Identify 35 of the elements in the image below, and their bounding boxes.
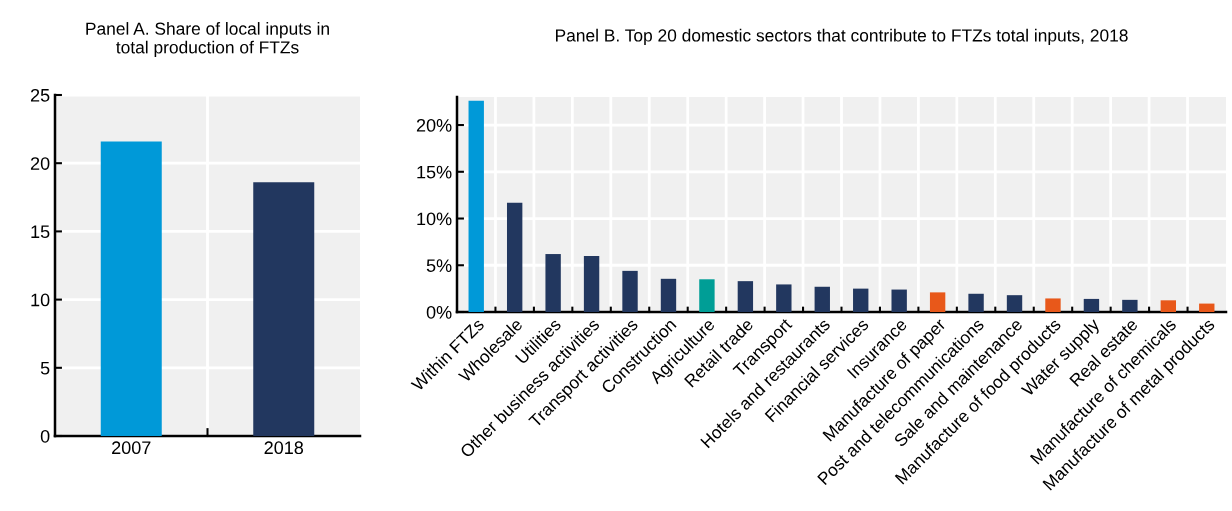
y-tick-label: 15 bbox=[31, 225, 50, 239]
y-tick-label: 25 bbox=[30, 88, 50, 102]
y-tick-label: 5% bbox=[426, 259, 452, 272]
bar bbox=[622, 270, 638, 312]
y-tick-label: 20 bbox=[30, 157, 50, 170]
y-tick-label: 10% bbox=[417, 212, 452, 226]
bar bbox=[968, 293, 984, 312]
bar bbox=[1083, 298, 1100, 312]
chart-title: Panel A. Share of local inputs in total production of FTZs bbox=[86, 22, 329, 57]
y-tick-label: 10 bbox=[31, 293, 50, 307]
bar bbox=[583, 255, 600, 312]
bar bbox=[660, 278, 677, 312]
bar bbox=[1045, 298, 1061, 312]
chart-title: Panel B. Top 20 domestic sectors that contribute to FTZs total inputs, 2018 bbox=[556, 28, 1128, 46]
bar bbox=[853, 288, 869, 312]
bar bbox=[1122, 299, 1138, 312]
x-tick-label: 2007 bbox=[112, 441, 151, 455]
y-tick-label: 5 bbox=[40, 361, 50, 375]
bar bbox=[1199, 303, 1215, 312]
bar bbox=[1160, 300, 1177, 312]
x-tick-label: 2018 bbox=[264, 441, 304, 455]
bar bbox=[737, 281, 754, 312]
bar bbox=[468, 100, 484, 312]
bar bbox=[814, 286, 830, 312]
bar bbox=[1006, 295, 1023, 312]
bar bbox=[891, 289, 907, 312]
y-tick-label: 0 bbox=[40, 429, 50, 443]
y-tick-label: 15% bbox=[417, 165, 452, 179]
bar bbox=[699, 279, 715, 312]
y-tick-label: 0% bbox=[426, 305, 452, 319]
y-tick-label: 20% bbox=[416, 118, 452, 132]
bar bbox=[545, 254, 561, 312]
bar bbox=[929, 292, 946, 312]
bar bbox=[776, 284, 792, 312]
bar bbox=[506, 202, 523, 312]
